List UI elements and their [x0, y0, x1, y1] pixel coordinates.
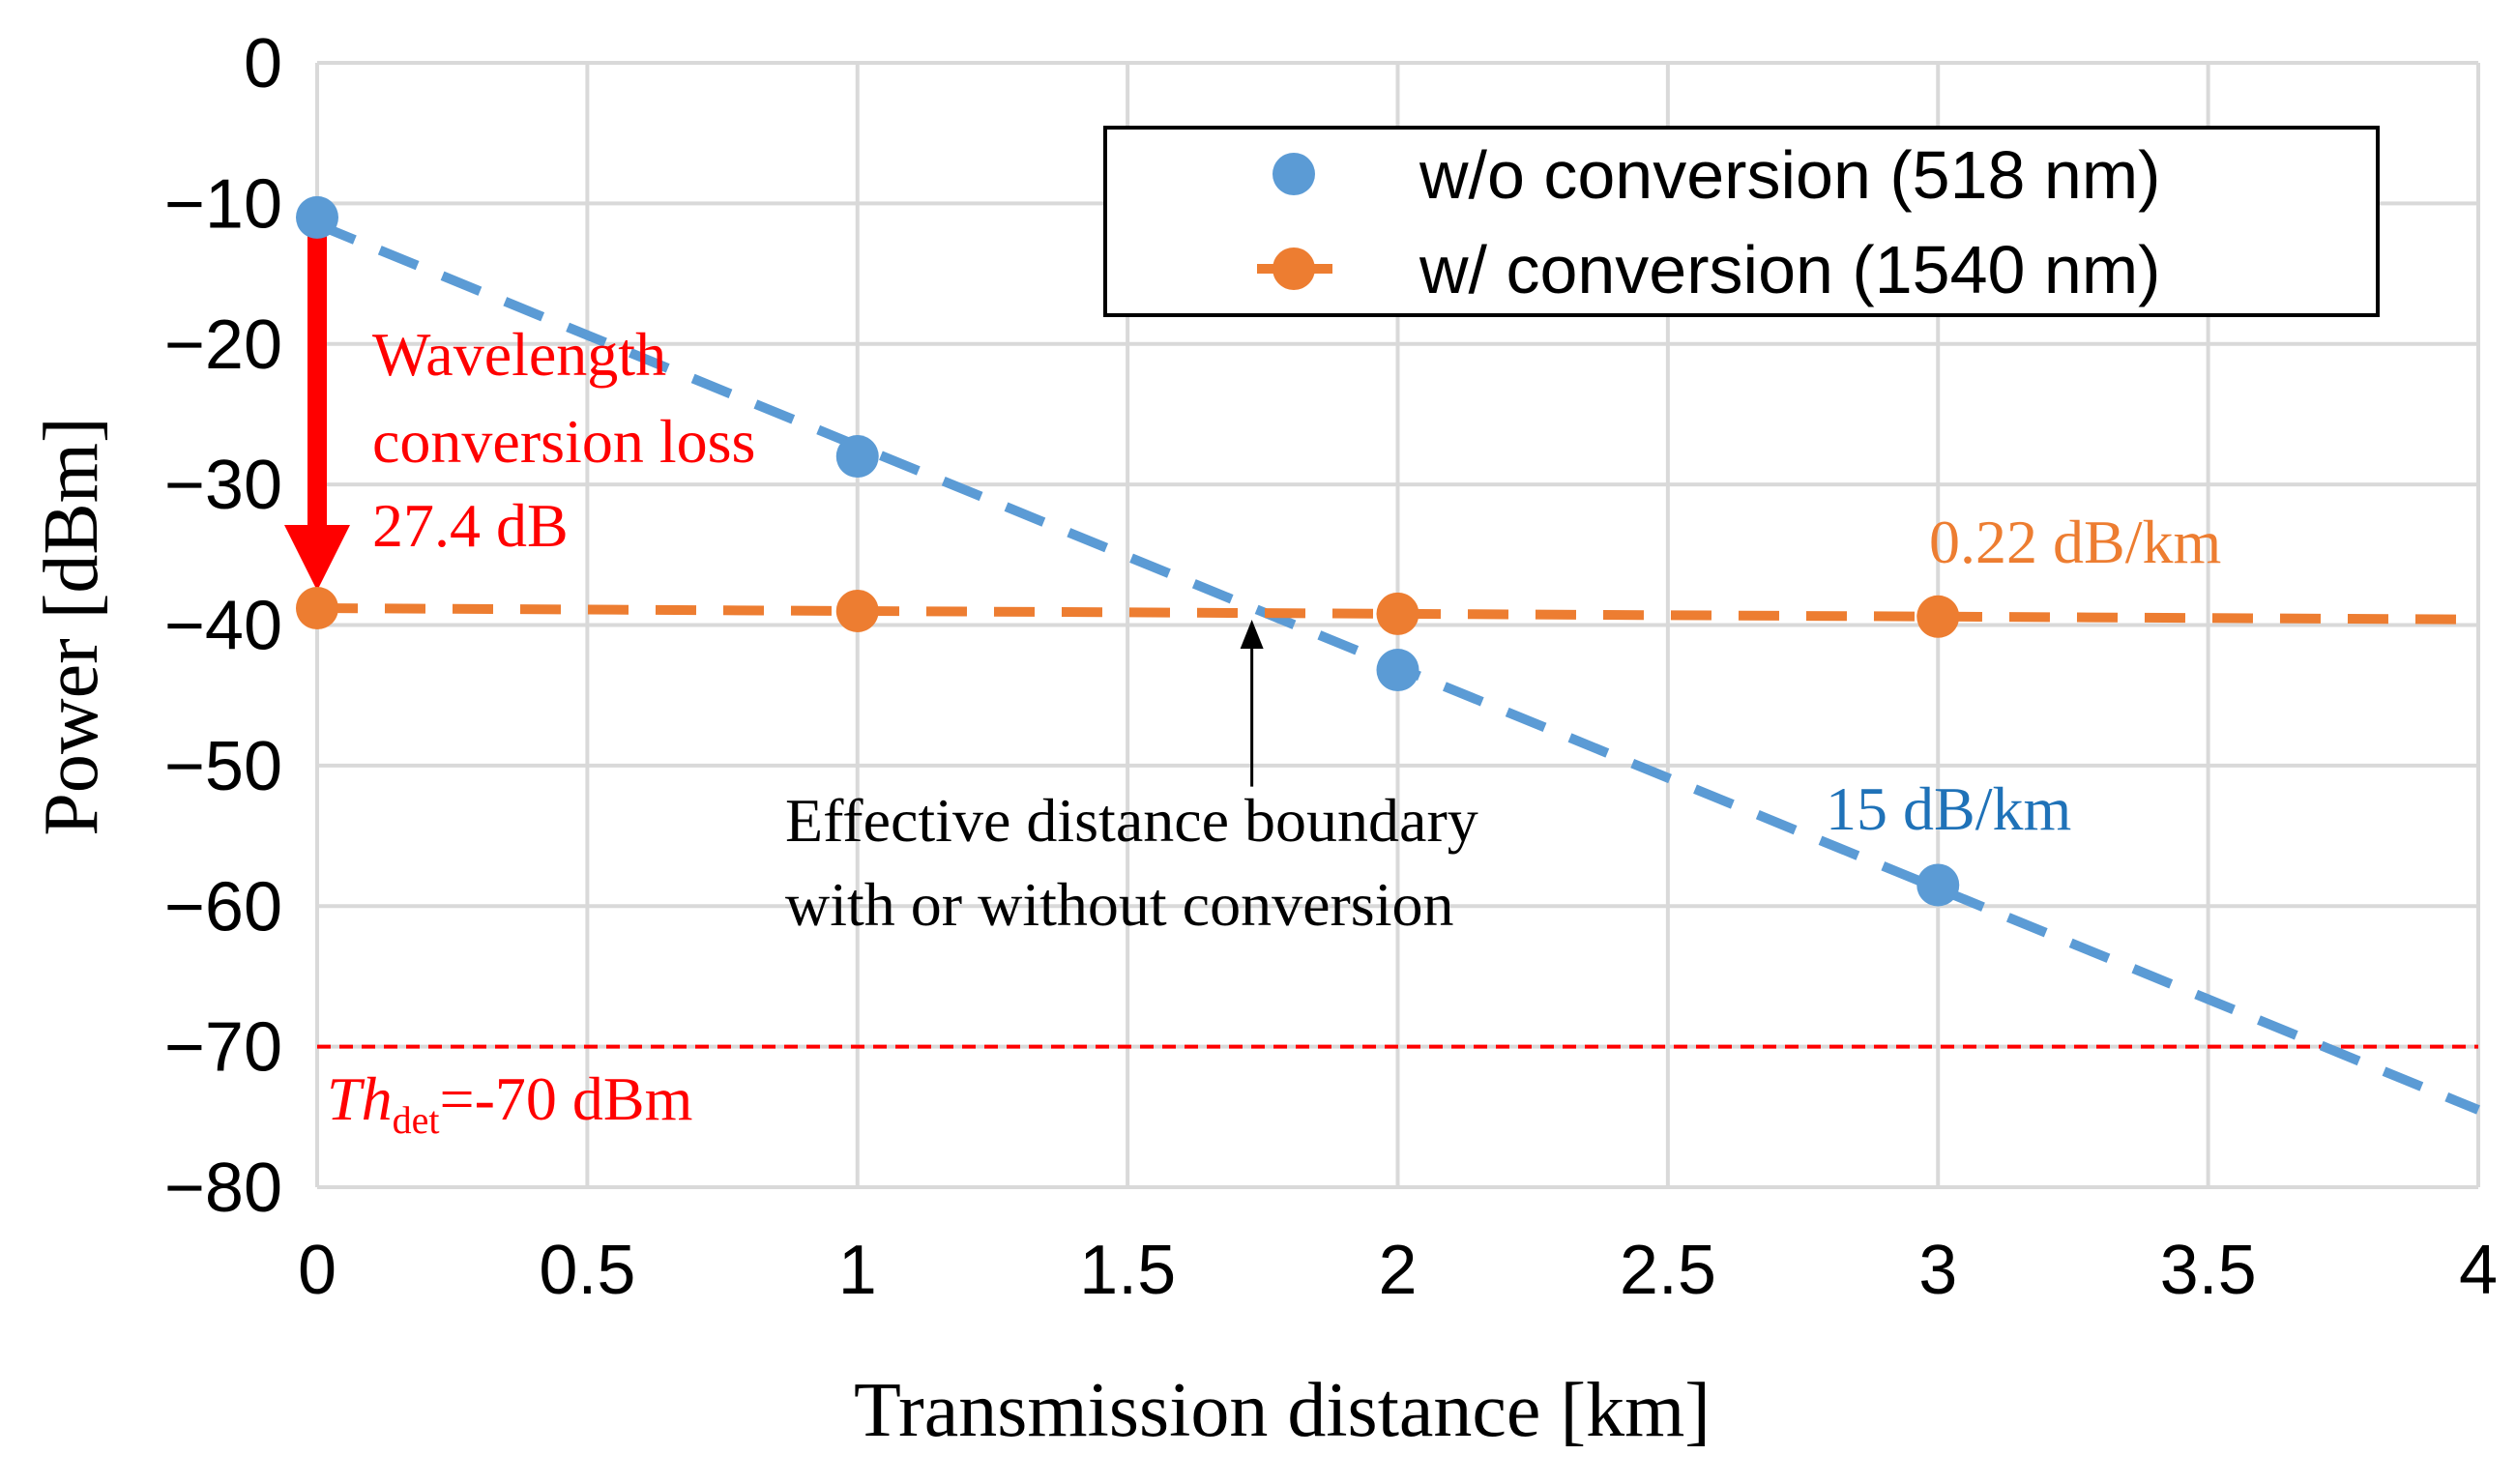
- x-tick-label: 1.5: [1079, 1232, 1176, 1309]
- legend-marker-blue: [1273, 153, 1315, 195]
- trendline-orange: [316, 603, 2479, 625]
- annotation-shapes: [284, 215, 1264, 787]
- threshold-label-th: Th: [327, 1064, 393, 1133]
- x-tick-label: 2: [1378, 1232, 1417, 1309]
- y-tick-label: 0: [244, 25, 282, 102]
- x-tick-label: 3.5: [2160, 1232, 2257, 1309]
- x-tick-label: 0: [298, 1232, 336, 1309]
- legend-label-blue: w/o conversion (518 nm): [1419, 137, 2160, 213]
- x-tick-label: 3: [1918, 1232, 1957, 1309]
- legend-box: [1103, 126, 2380, 317]
- loss-label-line2: conversion loss: [372, 407, 755, 476]
- threshold-label-sub: det: [393, 1098, 440, 1142]
- boundary-label-line1: Effective distance boundary: [785, 786, 1478, 855]
- threshold-label: Thdet=-70 dBm: [327, 1064, 692, 1142]
- boundary-arrow-head: [1240, 620, 1264, 650]
- y-tick-label: −70: [164, 1009, 282, 1087]
- data-point-blue: [835, 435, 879, 479]
- threshold-label-value: =-70 dBm: [439, 1064, 692, 1133]
- x-tick-label: 4: [2459, 1232, 2498, 1309]
- y-tick-label: −50: [164, 728, 282, 805]
- data-points: [296, 195, 1960, 907]
- y-tick-label: −80: [164, 1149, 282, 1227]
- legend-label-orange: w/ conversion (1540 nm): [1419, 232, 2160, 307]
- x-tick-label: 1: [838, 1232, 877, 1309]
- x-tick-label: 2.5: [1620, 1232, 1716, 1309]
- data-point-blue: [1376, 649, 1419, 692]
- x-axis-title: Transmission distance [km]: [854, 1368, 1711, 1453]
- orange-slope-label: 0.22 dB/km: [1929, 508, 2221, 576]
- y-tick-label: −10: [164, 165, 282, 243]
- data-point-orange: [1376, 592, 1419, 635]
- legend-marker-orange: [1273, 247, 1315, 290]
- y-tick-label: −40: [164, 588, 282, 665]
- x-tick-label: 0.5: [539, 1232, 635, 1309]
- data-point-blue: [296, 195, 338, 239]
- boundary-label-line2: with or without conversion: [785, 870, 1453, 939]
- blue-slope-label: 15 dB/km: [1826, 774, 2071, 843]
- y-tick-label: −60: [164, 868, 282, 946]
- legend: w/o conversion (518 nm) w/ conversion (1…: [1103, 126, 2380, 317]
- data-point-orange: [1916, 595, 1960, 638]
- tick-labels: 0 0.5 1 1.5 2 2.5 3 3.5 4 0 −10 −20 −30 −40 −50 −60 −70 −…: [164, 25, 2498, 1309]
- y-axis-title: Power [dBm]: [29, 417, 114, 835]
- data-point-orange: [835, 589, 879, 632]
- y-tick-label: −20: [164, 306, 282, 384]
- data-point-blue: [1916, 863, 1960, 907]
- y-tick-label: −30: [164, 447, 282, 524]
- data-point-orange: [296, 587, 338, 630]
- loss-label-line1: Wavelength: [372, 320, 666, 389]
- loss-arrow-head: [284, 525, 350, 592]
- loss-label-line3: 27.4 dB: [372, 491, 569, 560]
